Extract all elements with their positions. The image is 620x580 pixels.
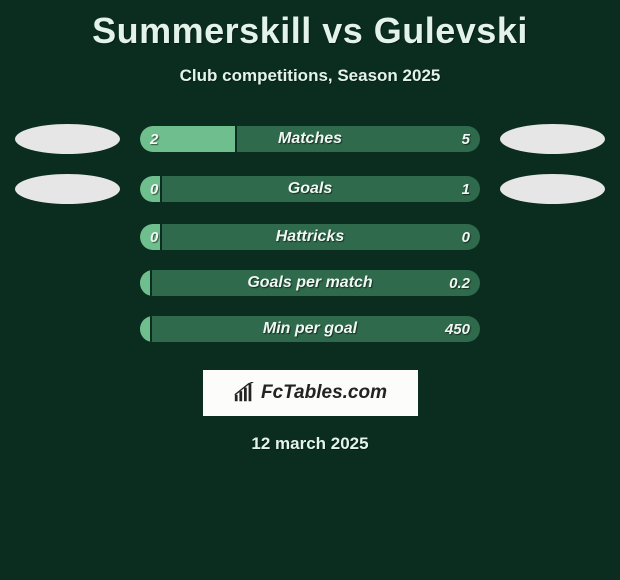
stat-row: 0Hattricks0 xyxy=(0,224,620,250)
stat-label: Min per goal xyxy=(140,316,480,342)
logo-text: FcTables.com xyxy=(261,382,387,404)
left-player-oval xyxy=(15,124,120,154)
stat-bar: 0Hattricks0 xyxy=(140,224,480,250)
stat-rows: 2Matches50Goals10Hattricks0Goals per mat… xyxy=(0,124,620,342)
stat-row: 2Matches5 xyxy=(0,124,620,154)
stat-label: Matches xyxy=(140,126,480,152)
stat-bar: Goals per match0.2 xyxy=(140,270,480,296)
stat-row: 0Goals1 xyxy=(0,174,620,204)
comparison-subtitle: Club competitions, Season 2025 xyxy=(0,66,620,86)
stat-right-value: 0.2 xyxy=(449,270,470,296)
stat-right-value: 0 xyxy=(462,224,470,250)
snapshot-date: 12 march 2025 xyxy=(0,434,620,454)
stat-row: Goals per match0.2 xyxy=(0,270,620,296)
stat-bar: Min per goal450 xyxy=(140,316,480,342)
comparison-title: Summerskill vs Gulevski xyxy=(0,0,620,52)
stat-label: Hattricks xyxy=(140,224,480,250)
stat-label: Goals per match xyxy=(140,270,480,296)
stat-row: Min per goal450 xyxy=(0,316,620,342)
source-logo: FcTables.com xyxy=(203,370,418,416)
left-player-oval xyxy=(15,174,120,204)
stat-right-value: 450 xyxy=(445,316,470,342)
stat-right-value: 1 xyxy=(462,176,470,202)
stat-right-value: 5 xyxy=(462,126,470,152)
right-player-oval xyxy=(500,124,605,154)
stat-label: Goals xyxy=(140,176,480,202)
stat-bar: 0Goals1 xyxy=(140,176,480,202)
stat-bar: 2Matches5 xyxy=(140,126,480,152)
chart-icon xyxy=(233,382,255,404)
right-player-oval xyxy=(500,174,605,204)
